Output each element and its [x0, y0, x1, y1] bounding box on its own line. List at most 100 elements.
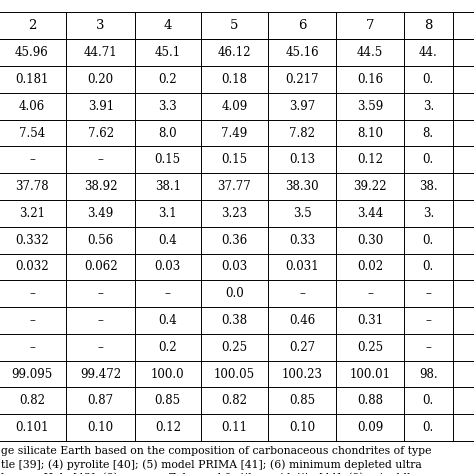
Text: –: –: [165, 287, 171, 300]
Text: 4.06: 4.06: [19, 100, 45, 113]
Text: 0.101: 0.101: [15, 421, 49, 434]
Text: –: –: [29, 287, 35, 300]
Text: 0.02: 0.02: [357, 261, 383, 273]
Text: 99.472: 99.472: [80, 368, 121, 381]
Text: 38.30: 38.30: [285, 180, 319, 193]
Text: 0.4: 0.4: [158, 314, 177, 327]
Text: 3.1: 3.1: [158, 207, 177, 220]
Text: 0.36: 0.36: [221, 234, 247, 246]
Text: 0.18: 0.18: [221, 73, 247, 86]
Text: 44.5: 44.5: [357, 46, 383, 59]
Text: –: –: [425, 341, 431, 354]
Text: 0.16: 0.16: [357, 73, 383, 86]
Text: 0.27: 0.27: [289, 341, 315, 354]
Text: 4.09: 4.09: [221, 100, 247, 113]
Text: 0.: 0.: [423, 421, 434, 434]
Text: 0.82: 0.82: [19, 394, 45, 407]
Text: 0.38: 0.38: [221, 314, 247, 327]
Text: 7.62: 7.62: [88, 127, 114, 139]
Text: 7: 7: [366, 19, 374, 32]
Text: 2: 2: [28, 19, 36, 32]
Text: 0.12: 0.12: [357, 154, 383, 166]
Text: 0.46: 0.46: [289, 314, 315, 327]
Text: 38.1: 38.1: [155, 180, 181, 193]
Text: 0.2: 0.2: [158, 341, 177, 354]
Text: 45.96: 45.96: [15, 46, 49, 59]
Text: 0.20: 0.20: [88, 73, 114, 86]
Text: 0.87: 0.87: [88, 394, 114, 407]
Text: 8.10: 8.10: [357, 127, 383, 139]
Text: 45.1: 45.1: [155, 46, 181, 59]
Text: 0.25: 0.25: [357, 341, 383, 354]
Text: 4: 4: [164, 19, 172, 32]
Text: 0.: 0.: [423, 154, 434, 166]
Text: 46.12: 46.12: [218, 46, 251, 59]
Text: 5: 5: [230, 19, 238, 32]
Text: –: –: [98, 314, 104, 327]
Text: 0.10: 0.10: [289, 421, 315, 434]
Text: 6: 6: [298, 19, 306, 32]
Text: 3.: 3.: [423, 100, 434, 113]
Text: 7.54: 7.54: [19, 127, 45, 139]
Text: 0.03: 0.03: [221, 261, 247, 273]
Text: 100.23: 100.23: [282, 368, 323, 381]
Text: –: –: [98, 341, 104, 354]
Text: 3.: 3.: [423, 207, 434, 220]
Text: 0.88: 0.88: [357, 394, 383, 407]
Text: 0.30: 0.30: [357, 234, 383, 246]
Text: 8.: 8.: [423, 127, 434, 139]
Text: 0.032: 0.032: [15, 261, 49, 273]
Text: 38.92: 38.92: [84, 180, 118, 193]
Text: –: –: [98, 287, 104, 300]
Text: –: –: [425, 287, 431, 300]
Text: –: –: [29, 341, 35, 354]
Text: –: –: [98, 154, 104, 166]
Text: 0.217: 0.217: [285, 73, 319, 86]
Text: 3.97: 3.97: [289, 100, 315, 113]
Text: 7.82: 7.82: [289, 127, 315, 139]
Text: 0.332: 0.332: [15, 234, 49, 246]
Text: –: –: [299, 287, 305, 300]
Text: 45.16: 45.16: [285, 46, 319, 59]
Text: 3.3: 3.3: [158, 100, 177, 113]
Text: 39.22: 39.22: [353, 180, 387, 193]
Text: 0.062: 0.062: [84, 261, 118, 273]
Text: 0.15: 0.15: [221, 154, 247, 166]
Text: 0.031: 0.031: [285, 261, 319, 273]
Text: 0.12: 0.12: [155, 421, 181, 434]
Text: 44.71: 44.71: [84, 46, 118, 59]
Text: 3.23: 3.23: [221, 207, 247, 220]
Text: 3: 3: [97, 19, 105, 32]
Text: 0.181: 0.181: [15, 73, 49, 86]
Text: 0.: 0.: [423, 261, 434, 273]
Text: 3.5: 3.5: [293, 207, 311, 220]
Text: 100.01: 100.01: [349, 368, 391, 381]
Text: 99.095: 99.095: [11, 368, 53, 381]
Text: 0.13: 0.13: [289, 154, 315, 166]
Text: 0.85: 0.85: [155, 394, 181, 407]
Text: 0.: 0.: [423, 234, 434, 246]
Text: 0.15: 0.15: [155, 154, 181, 166]
Text: 0.0: 0.0: [225, 287, 244, 300]
Text: 0.: 0.: [423, 394, 434, 407]
Text: –: –: [425, 314, 431, 327]
Text: 100.0: 100.0: [151, 368, 184, 381]
Text: 98.: 98.: [419, 368, 438, 381]
Text: 0.56: 0.56: [88, 234, 114, 246]
Text: –: –: [367, 287, 373, 300]
Text: 0.33: 0.33: [289, 234, 315, 246]
Text: 100.05: 100.05: [214, 368, 255, 381]
Text: 0.25: 0.25: [221, 341, 247, 354]
Text: 0.31: 0.31: [357, 314, 383, 327]
Text: 3.44: 3.44: [357, 207, 383, 220]
Text: ge silicate Earth based on the composition of carbonaceous chondrites of type: ge silicate Earth based on the compositi…: [1, 446, 432, 456]
Text: 38.: 38.: [419, 180, 438, 193]
Text: tle [39]; (4) pyrolite [40]; (5) model PRIMA [41]; (6) minimum depleted ultra: tle [39]; (4) pyrolite [40]; (5) model P…: [1, 459, 422, 470]
Text: bourne Hole [43]; (8) average Zabargad fertile peridotite [44]; (9) spinel lherz: bourne Hole [43]; (8) average Zabargad f…: [1, 473, 432, 474]
Text: 3.21: 3.21: [19, 207, 45, 220]
Text: 3.49: 3.49: [88, 207, 114, 220]
Text: 0.10: 0.10: [88, 421, 114, 434]
Text: 0.85: 0.85: [289, 394, 315, 407]
Text: 37.77: 37.77: [218, 180, 251, 193]
Text: 3.91: 3.91: [88, 100, 114, 113]
